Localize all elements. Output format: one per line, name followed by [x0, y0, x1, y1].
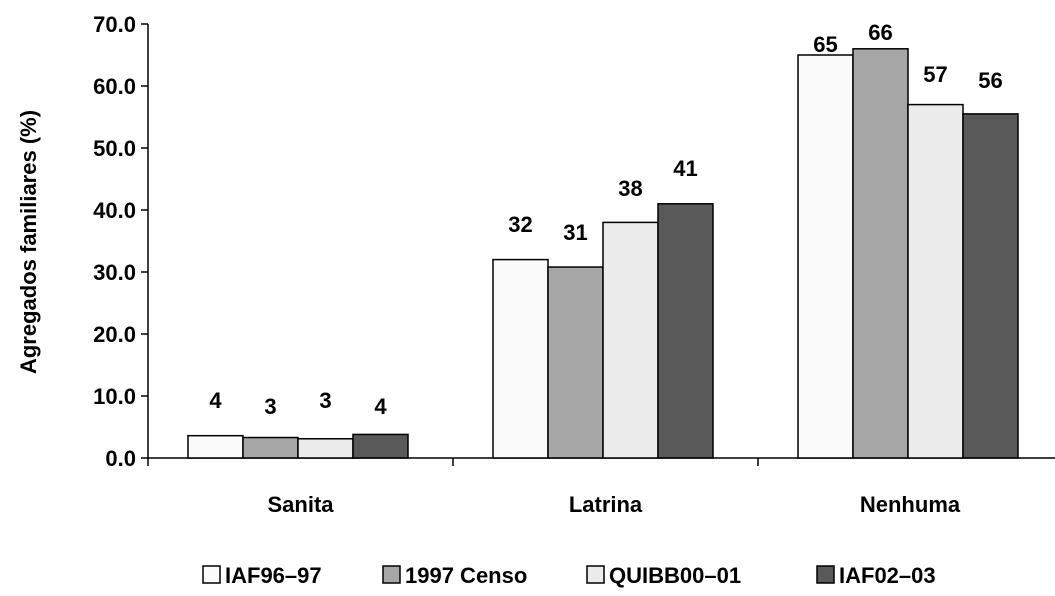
data-label: 57 — [923, 62, 947, 87]
x-axis: Sanita Latrina Nenhuma — [147, 457, 1055, 517]
legend-swatch — [202, 565, 221, 584]
data-label: 32 — [508, 212, 532, 237]
y-tick-label: 30.0 — [93, 260, 136, 285]
legend-swatch — [382, 565, 401, 584]
y-tick-label: 70.0 — [93, 12, 136, 37]
legend-swatch — [586, 565, 605, 584]
bar — [657, 203, 714, 459]
y-tick-label: 50.0 — [93, 136, 136, 161]
data-label: 4 — [374, 394, 387, 419]
data-label: 66 — [868, 20, 892, 45]
y-tick-label: 10.0 — [93, 384, 136, 409]
legend-label: QUIBB00–01 — [609, 563, 741, 588]
y-tick-label: 20.0 — [93, 322, 136, 347]
data-label: 41 — [673, 156, 697, 181]
bars-group — [187, 48, 1019, 459]
legend-swatch — [816, 565, 835, 584]
bar — [852, 48, 909, 459]
legend: IAF96–97 1997 Censo QUIBB00–01 IAF02–03 — [202, 563, 936, 588]
bar — [242, 436, 299, 459]
bar — [797, 54, 854, 459]
y-tick-label: 40.0 — [93, 198, 136, 223]
bar — [547, 266, 604, 459]
x-category-label: Nenhuma — [860, 492, 961, 517]
data-labels-group: 4 3 3 4 32 31 38 41 65 66 57 56 — [209, 20, 1002, 419]
bar — [907, 103, 964, 459]
bar — [492, 258, 549, 459]
bar — [602, 221, 659, 459]
data-label: 38 — [618, 176, 642, 201]
y-axis: 0.0 10.0 20.0 30.0 40.0 50.0 60.0 70.0 — [93, 12, 149, 471]
legend-label: IAF02–03 — [839, 563, 936, 588]
x-category-label: Sanita — [267, 492, 334, 517]
legend-label: 1997 Censo — [405, 563, 527, 588]
data-label: 3 — [319, 388, 331, 413]
y-tick-label: 60.0 — [93, 74, 136, 99]
data-label: 56 — [978, 68, 1002, 93]
data-label: 3 — [264, 394, 276, 419]
bar — [297, 438, 354, 459]
legend-label: IAF96–97 — [225, 563, 322, 588]
data-label: 4 — [209, 388, 222, 413]
data-label: 31 — [563, 220, 587, 245]
bar — [187, 434, 244, 459]
data-label: 65 — [813, 32, 837, 57]
bar — [962, 113, 1019, 459]
y-axis-title: Agregados familiares (%) — [16, 110, 41, 374]
bar — [352, 433, 409, 459]
y-tick-label: 0.0 — [105, 446, 136, 471]
x-category-label: Latrina — [569, 492, 643, 517]
